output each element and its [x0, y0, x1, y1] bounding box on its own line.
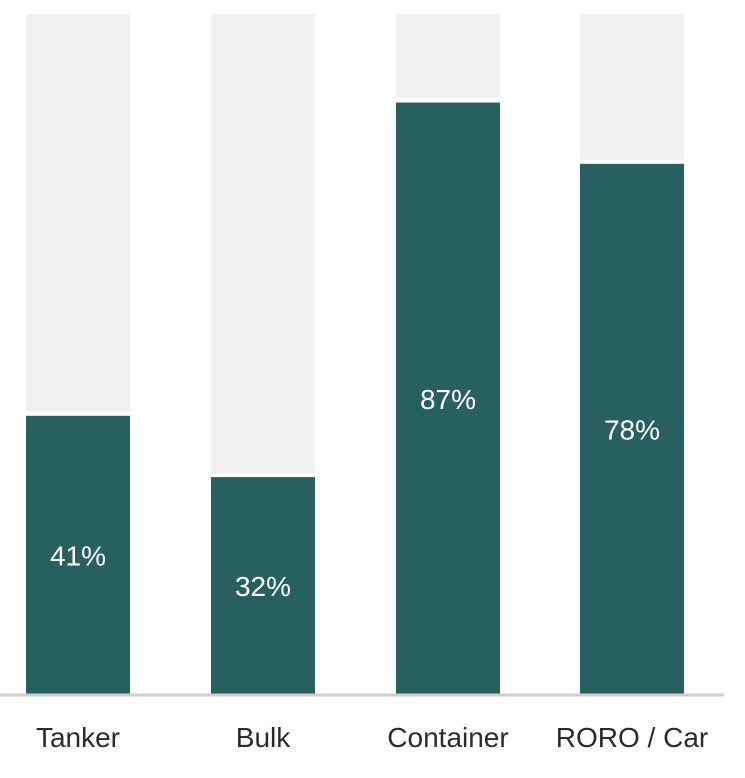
bar-roro-car — [580, 163, 684, 695]
bar-bulk — [211, 477, 315, 695]
bar-background-roro-car — [580, 14, 684, 160]
bar-background-bulk — [211, 14, 315, 474]
x-tick-label-roro-car: RORO / Car — [556, 722, 708, 753]
bar-value-label-roro-car: 78% — [604, 414, 660, 445]
bars-group: 41% 32% 87% 78% — [26, 14, 684, 695]
x-tick-label-bulk: Bulk — [236, 722, 291, 753]
bar-background-container — [396, 14, 500, 99]
bar-tanker — [26, 415, 130, 695]
bar-background-tanker — [26, 14, 130, 412]
x-tick-label-tanker: Tanker — [36, 722, 120, 753]
bar-value-label-bulk: 32% — [235, 571, 291, 602]
x-axis-tick-labels: Tanker Bulk Container RORO / Car — [36, 722, 708, 753]
bar-container — [396, 102, 500, 695]
bar-value-label-container: 87% — [420, 384, 476, 415]
x-tick-label-container: Container — [387, 722, 508, 753]
bar-value-label-tanker: 41% — [50, 540, 106, 571]
